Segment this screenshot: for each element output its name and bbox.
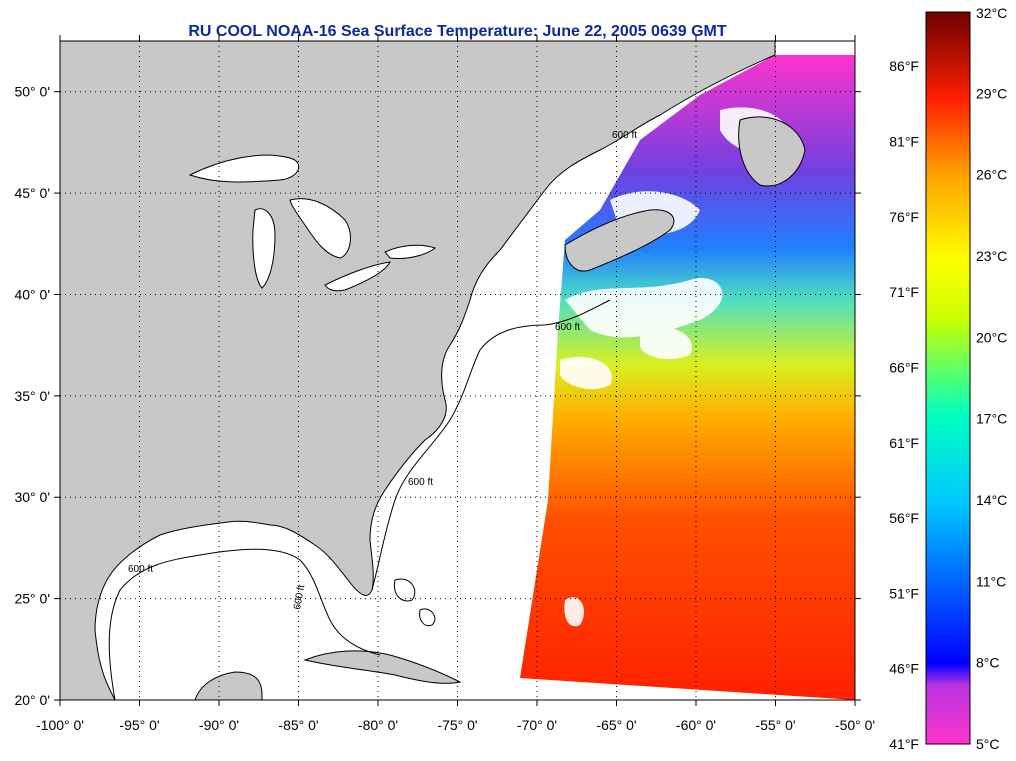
colorbar-fahrenheit-label: 76°F	[889, 209, 919, 225]
map-title: RU COOL NOAA-16 Sea Surface Temperature:…	[188, 23, 727, 40]
colorbar-celsius-label: 5°C	[976, 736, 1000, 752]
colorbar-fahrenheit-label: 81°F	[889, 134, 919, 150]
lake-superior	[188, 154, 300, 183]
x-tick-label: -55° 0'	[755, 717, 795, 733]
colorbar-fahrenheit-label: 61°F	[889, 435, 919, 451]
colorbar-fahrenheit-label: 66°F	[889, 359, 919, 375]
contour-label-canada: 600 ft	[612, 130, 637, 141]
x-tick-label: -95° 0'	[119, 717, 159, 733]
colorbar-labels: 32°C 29°C 26°C 23°C 20°C 17°C 14°C 11°C 8°C 5°C 86…	[889, 5, 1007, 752]
colorbar-celsius-label: 14°C	[976, 492, 1007, 508]
contour-label-atlantic: 600 ft	[408, 477, 433, 488]
land-newfoundland	[738, 116, 806, 187]
colorbar-celsius-label: 17°C	[976, 411, 1007, 427]
lake-michigan	[252, 208, 276, 289]
y-tick-label: 40° 0'	[14, 286, 50, 302]
x-tick-label: -90° 0'	[199, 717, 239, 733]
colorbar-celsius-label: 8°C	[976, 655, 1000, 671]
axis-ticks: -100° 0' -95° 0' -90° 0' -85° 0' -80° 0' -75°…	[14, 35, 875, 733]
lake-ontario	[384, 244, 437, 259]
x-tick-label: -65° 0'	[596, 717, 636, 733]
contour-label-florida: 600 ft	[292, 584, 307, 611]
y-tick-label: 30° 0'	[14, 489, 50, 505]
lake-huron	[289, 198, 351, 259]
colorbar-fahrenheit-label: 56°F	[889, 510, 919, 526]
lake-erie	[324, 261, 391, 292]
colorbar-celsius-label: 11°C	[976, 573, 1006, 589]
colorbar-celsius-label: 26°C	[976, 167, 1007, 183]
colorbar-celsius-label: 23°C	[976, 248, 1007, 264]
land-cuba	[303, 650, 462, 684]
colorbar-fahrenheit-label: 71°F	[889, 284, 919, 300]
contour-label-gulf: 600 ft	[128, 564, 153, 575]
cloud-cover	[560, 107, 792, 627]
colorbar-fahrenheit-label: 51°F	[889, 585, 919, 601]
y-tick-label: 25° 0'	[14, 591, 50, 607]
colorbar-celsius-label: 32°C	[976, 5, 1007, 21]
land-bahamas	[393, 578, 436, 627]
colorbar	[925, 11, 971, 745]
y-tick-label: 35° 0'	[14, 388, 50, 404]
colorbar-celsius-label: 20°C	[976, 329, 1007, 345]
sst-swath	[520, 55, 855, 700]
colorbar-fahrenheit-label: 41°F	[889, 736, 919, 752]
x-tick-label: -85° 0'	[278, 717, 318, 733]
y-tick-label: 45° 0'	[14, 185, 50, 201]
contour-600ft-atlantic	[371, 299, 611, 591]
x-tick-label: -70° 0'	[517, 717, 557, 733]
contour-label-northeast: 600 ft	[555, 322, 580, 333]
x-tick-label: -75° 0'	[437, 717, 477, 733]
x-tick-label: -80° 0'	[358, 717, 398, 733]
land-yucatan	[194, 671, 263, 700]
contour-600ft-gulf	[108, 548, 381, 700]
y-tick-label: 20° 0'	[14, 692, 50, 708]
colorbar-fahrenheit-label: 46°F	[889, 661, 919, 677]
y-tick-label: 50° 0'	[14, 84, 50, 100]
colorbar-fahrenheit-label: 86°F	[889, 58, 919, 74]
x-tick-label: -60° 0'	[676, 717, 716, 733]
land-maritimes	[564, 209, 675, 272]
x-tick-label: -50° 0'	[835, 717, 875, 733]
x-tick-label: -100° 0'	[36, 717, 84, 733]
colorbar-celsius-label: 29°C	[976, 85, 1007, 101]
land-north-america	[60, 41, 776, 700]
